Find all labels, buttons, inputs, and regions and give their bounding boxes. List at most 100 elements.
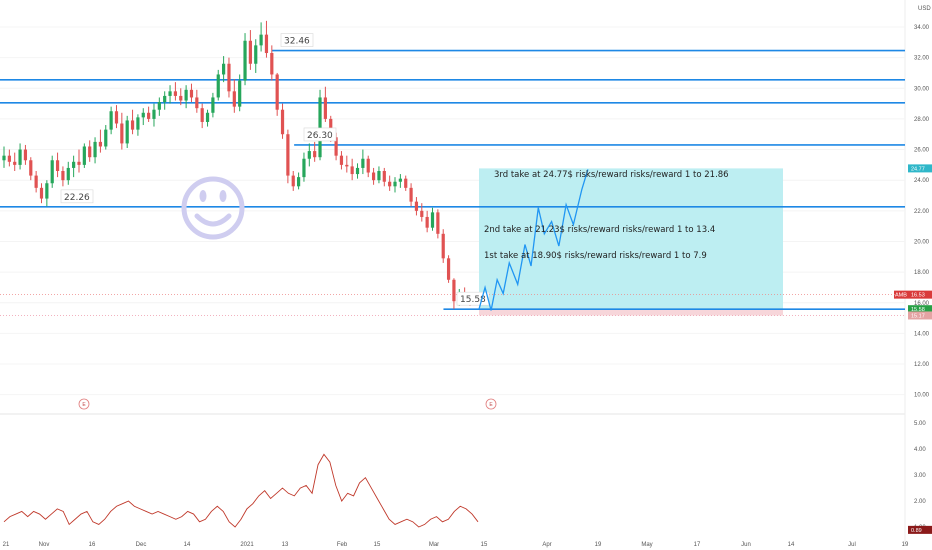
candle-body — [302, 158, 306, 178]
candle-body — [173, 91, 178, 96]
price-tag: 15.58 — [908, 305, 932, 314]
target-annotation: 3rd take at 24.77$ risks/reward risks/re… — [494, 170, 729, 180]
candle — [77, 149, 81, 173]
candle-body — [296, 177, 301, 187]
price-tick-label: 26.00 — [914, 148, 930, 154]
candle — [409, 183, 413, 207]
candle-body — [104, 129, 108, 147]
candle — [339, 151, 344, 170]
price-tag: 15.17 — [908, 311, 932, 320]
candle-body — [409, 187, 413, 202]
candle-body — [366, 158, 370, 173]
candle-body — [50, 160, 54, 184]
price-tick-label: 16.00 — [914, 301, 930, 307]
candle — [147, 106, 151, 122]
candle — [157, 97, 161, 116]
candle-body — [355, 167, 360, 175]
candle — [280, 103, 285, 139]
price-tick-label: 10.00 — [914, 393, 930, 399]
candle — [7, 149, 11, 167]
level-price-label: 22.26 — [60, 189, 94, 204]
candle — [313, 141, 317, 162]
candle-body — [270, 53, 274, 75]
time-tick-label: Nov — [39, 542, 50, 548]
candle-body — [430, 212, 435, 228]
price-tag: 24.77 — [908, 164, 932, 173]
price-axis[interactable]: 34.00 32.00 30.00 28.00 26.00 24.00 22.00 20.00… — [894, 25, 932, 534]
indicator-tag-box — [908, 525, 932, 534]
candle-body — [232, 91, 236, 107]
candle-body — [2, 155, 6, 161]
candle — [50, 155, 54, 188]
candle — [184, 85, 188, 109]
target-annotation: 1st take at 18.90$ risks/reward risks/re… — [484, 251, 707, 261]
candle-body — [82, 146, 86, 165]
candle-body — [7, 155, 11, 162]
candle-body — [350, 166, 354, 175]
price-tick-label: 12.00 — [914, 362, 930, 368]
candle — [254, 39, 258, 73]
candle-body — [313, 151, 317, 158]
candle-body — [189, 89, 194, 98]
candle-body — [195, 97, 199, 109]
candle — [216, 69, 220, 101]
indicator-last-tag: 0.89 — [908, 525, 932, 534]
price-tick-label: 14.00 — [914, 331, 930, 337]
candle — [371, 167, 376, 185]
candle — [93, 137, 97, 164]
price-tag: AMB 16.53 — [894, 290, 932, 299]
candle — [404, 175, 408, 191]
candle-body — [120, 123, 124, 144]
smiley-face — [181, 176, 245, 240]
level-label-box — [60, 189, 94, 204]
candle-body — [109, 111, 113, 130]
time-axis[interactable]: 21 Nov 16 Dec 14 2021 13 Feb 15 Mar 15 Apr 19 May 17 Ju… — [3, 542, 909, 548]
indicator-tick-label: 2.00 — [914, 499, 926, 505]
candle — [61, 166, 65, 187]
candle — [130, 109, 135, 135]
time-tick-label: 17 — [694, 542, 701, 548]
candle-body — [398, 178, 402, 182]
candle — [361, 149, 365, 175]
candle — [222, 56, 226, 83]
candle-body — [339, 155, 344, 165]
candle — [259, 22, 263, 52]
price-tag-box — [908, 305, 932, 314]
candle-body — [45, 183, 49, 199]
candle-body — [307, 151, 311, 159]
candle — [34, 170, 38, 193]
candle — [318, 89, 322, 161]
candle — [72, 155, 76, 178]
candle-body — [264, 34, 269, 54]
candle-body — [414, 201, 419, 211]
event-marker: E — [78, 398, 90, 410]
candle — [382, 167, 386, 187]
candle — [2, 146, 6, 168]
candle — [195, 89, 199, 113]
indicator-pane[interactable] — [3, 453, 479, 528]
candle-body — [179, 95, 183, 101]
candle-body — [446, 258, 451, 280]
candle — [104, 125, 108, 150]
candle-body — [404, 178, 408, 188]
currency-label: USD — [918, 6, 931, 12]
candle-body — [152, 109, 156, 119]
price-tag-box — [908, 311, 932, 320]
candle-body — [168, 91, 172, 96]
candle-body — [243, 40, 247, 81]
candle-body — [147, 112, 151, 119]
price-tick-label: 24.00 — [914, 178, 930, 184]
candle — [286, 129, 290, 184]
price-tick-label: 20.00 — [914, 239, 930, 245]
main-pane[interactable]: 32.46 26.30 22.26 15.58 3rd take at 24.77$ r… — [0, 20, 905, 410]
candle — [23, 144, 28, 165]
time-tick-label: Jul — [848, 542, 856, 548]
candle-body — [248, 40, 252, 64]
candle — [66, 161, 70, 185]
candle — [136, 114, 140, 136]
candle — [425, 210, 429, 233]
candle — [211, 92, 215, 118]
candle — [39, 183, 44, 204]
